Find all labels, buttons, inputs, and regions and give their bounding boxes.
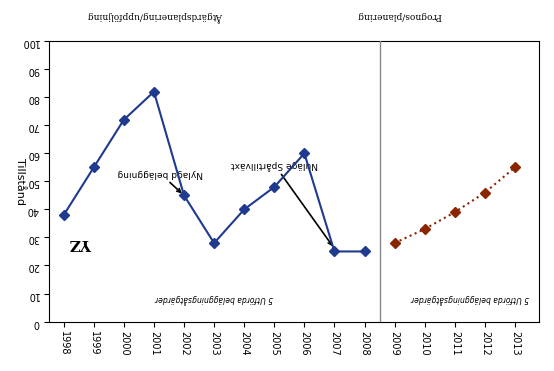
Text: Nylagd beläggning: Nylagd beläggning [117,169,203,192]
Text: Prognos/planering: Prognos/planering [357,11,441,20]
Y-axis label: Tillstånd: Tillstånd [15,158,25,205]
Text: 5 Utförda beläggningsåtgärder: 5 Utförda beläggningsåtgärder [411,294,529,304]
Text: Åtgärdsplanering/uppföljning: Åtgärdsplanering/uppföljning [88,11,223,22]
Text: YZ: YZ [70,236,92,250]
Text: 5 Utförda beläggningsåtgärder: 5 Utförda beläggningsåtgärder [155,294,273,304]
Text: Nuläge Spårtillväxt: Nuläge Spårtillväxt [231,160,332,245]
